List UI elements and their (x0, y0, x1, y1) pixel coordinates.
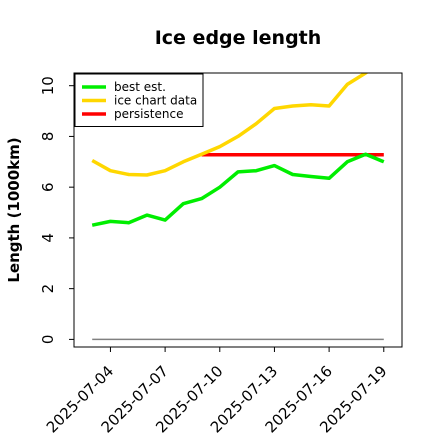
legend-label: persistence (114, 107, 183, 121)
series-line-ice-chart-data (91, 73, 369, 177)
legend-box (74, 73, 204, 127)
series-layer (91, 73, 385, 341)
y-tick-label: 6 (39, 182, 57, 192)
y-tick-label: 4 (39, 233, 57, 243)
y-tick-label: 10 (39, 76, 57, 95)
legend-label: best est. (114, 80, 166, 94)
plot-frame (73, 72, 403, 348)
legend-label: ice chart data (114, 94, 197, 108)
y-tick-label: 8 (39, 132, 57, 142)
series-line-best-est- (91, 152, 385, 227)
y-tick-label: 2 (39, 284, 57, 294)
y-tick-label: 0 (39, 335, 57, 345)
chart-title: Ice edge length (155, 27, 322, 49)
axes: 02468102025-07-042025-07-072025-07-10202… (39, 76, 391, 436)
y-axis-label: Length (1000km) (5, 137, 23, 282)
